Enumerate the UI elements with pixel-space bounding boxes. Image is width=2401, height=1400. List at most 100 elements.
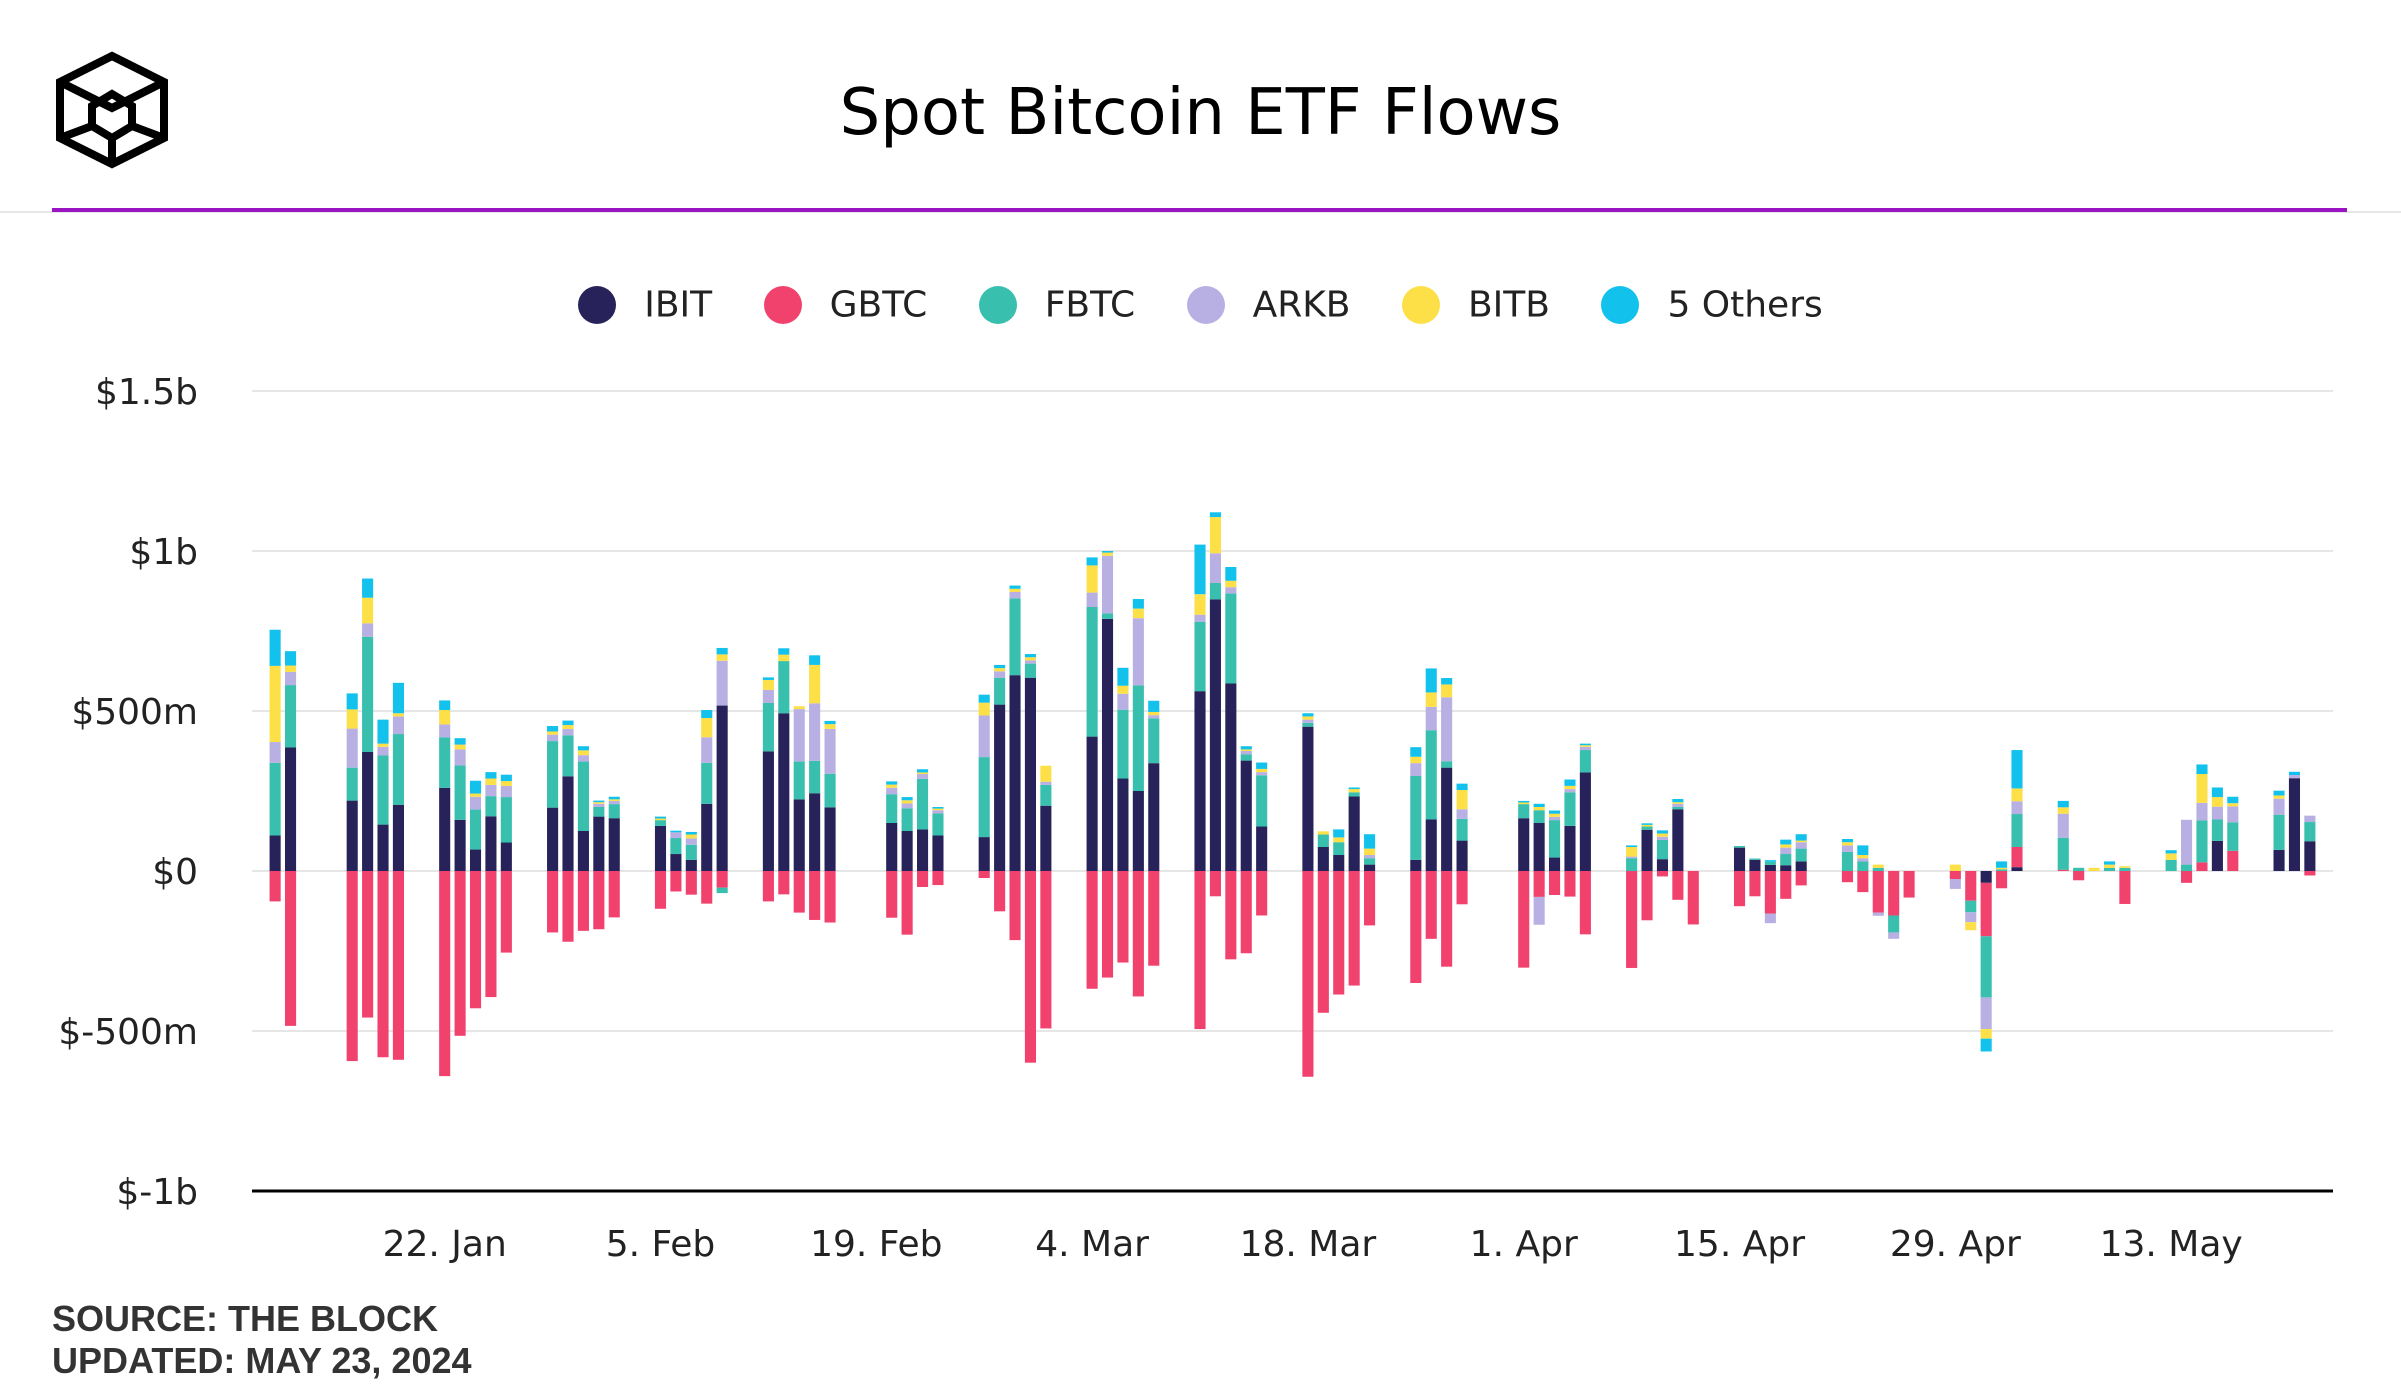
bar-stack[interactable] (485, 772, 497, 998)
bar-segment-bitb[interactable] (1225, 580, 1237, 588)
bar-segment-gbtc[interactable] (654, 871, 667, 909)
bar-stack[interactable] (2227, 796, 2239, 871)
bar-segment-arkb[interactable] (1209, 553, 1221, 583)
bar-segment-bitb[interactable] (1024, 657, 1036, 661)
bar-segment-bitb[interactable] (701, 718, 713, 738)
bar-segment-fbtc[interactable] (1841, 851, 1853, 871)
bar-stack[interactable] (1733, 846, 1746, 907)
bar-stack[interactable] (500, 774, 512, 953)
bar-segment-others[interactable] (654, 816, 667, 819)
bar-segment-arkb[interactable] (1564, 789, 1576, 793)
bar-stack[interactable] (2088, 867, 2100, 871)
bar-segment-others[interactable] (1240, 746, 1252, 750)
bar-segment-arkb[interactable] (716, 660, 728, 706)
bar-segment-gbtc[interactable] (608, 871, 620, 918)
bar-segment-arkb[interactable] (1132, 618, 1144, 686)
bar-segment-bitb[interactable] (593, 802, 605, 804)
bar-segment-gbtc[interactable] (547, 871, 559, 933)
bar-segment-ibit[interactable] (1256, 826, 1268, 871)
bar-segment-others[interactable] (1764, 860, 1776, 862)
bar-segment-others[interactable] (1980, 1038, 1992, 1052)
bar-segment-ibit[interactable] (1209, 599, 1221, 871)
bar-segment-ibit[interactable] (1317, 847, 1329, 871)
bar-segment-gbtc[interactable] (932, 871, 944, 886)
bar-segment-gbtc[interactable] (1194, 871, 1206, 1030)
bar-stack[interactable] (824, 720, 836, 923)
bar-segment-ibit[interactable] (916, 829, 929, 871)
bar-segment-fbtc[interactable] (593, 807, 605, 817)
bar-stack[interactable] (1317, 831, 1329, 1013)
bar-segment-ibit[interactable] (670, 854, 682, 871)
bar-stack[interactable] (1364, 834, 1376, 926)
bar-stack[interactable] (608, 796, 620, 918)
bar-segment-gbtc[interactable] (1888, 871, 1900, 916)
bar-stack[interactable] (1626, 845, 1638, 968)
bar-segment-bitb[interactable] (1795, 840, 1807, 843)
bar-stack[interactable] (1348, 787, 1360, 986)
bar-segment-bitb[interactable] (1857, 855, 1869, 859)
bar-segment-arkb[interactable] (362, 623, 374, 637)
bar-segment-ibit[interactable] (1641, 829, 1653, 871)
bar-segment-bitb[interactable] (2103, 864, 2116, 868)
bar-stack[interactable] (1980, 871, 1992, 1052)
bar-stack[interactable] (1256, 762, 1268, 916)
bar-stack[interactable] (2181, 819, 2193, 883)
bar-segment-bitb[interactable] (346, 709, 358, 729)
bar-segment-arkb[interactable] (1626, 856, 1638, 859)
bar-segment-ibit[interactable] (762, 751, 774, 871)
bar-segment-ibit[interactable] (1518, 818, 1530, 871)
bar-segment-arkb[interactable] (284, 671, 297, 686)
bar-segment-ibit[interactable] (1672, 809, 1684, 871)
bar-segment-fbtc[interactable] (608, 804, 620, 819)
bar-segment-bitb[interactable] (824, 724, 836, 729)
bar-segment-bitb[interactable] (1672, 802, 1684, 804)
bar-segment-bitb[interactable] (778, 654, 790, 662)
bar-segment-arkb[interactable] (1656, 836, 1669, 840)
bar-segment-others[interactable] (809, 655, 821, 665)
bar-segment-others[interactable] (1024, 654, 1036, 658)
bar-segment-fbtc[interactable] (793, 761, 805, 800)
bar-segment-arkb[interactable] (1009, 591, 1021, 599)
bar-segment-arkb[interactable] (1040, 781, 1052, 785)
bar-segment-ibit[interactable] (1101, 618, 1114, 871)
bar-segment-fbtc[interactable] (685, 844, 697, 860)
bar-segment-others[interactable] (1009, 585, 1021, 589)
bar-segment-bitb[interactable] (1148, 711, 1160, 716)
bar-segment-ibit[interactable] (1780, 865, 1792, 871)
bar-stack[interactable] (1780, 839, 1792, 899)
bar-segment-gbtc[interactable] (809, 871, 821, 920)
bar-segment-others[interactable] (994, 664, 1006, 669)
bar-segment-ibit[interactable] (685, 859, 697, 871)
bar-segment-ibit[interactable] (654, 825, 667, 871)
bar-segment-bitb[interactable] (1333, 837, 1345, 843)
bar-segment-ibit[interactable] (824, 807, 836, 871)
bar-segment-gbtc[interactable] (1441, 871, 1453, 967)
bar-segment-arkb[interactable] (577, 755, 589, 762)
bar-segment-fbtc[interactable] (1996, 869, 2008, 871)
bar-stack[interactable] (1564, 779, 1576, 897)
bar-segment-fbtc[interactable] (1733, 846, 1746, 848)
bar-stack[interactable] (2073, 867, 2085, 881)
bar-stack[interactable] (1764, 860, 1776, 924)
bar-segment-ibit[interactable] (269, 835, 281, 871)
bar-segment-others[interactable] (1209, 512, 1221, 518)
bar-segment-bitb[interactable] (1101, 552, 1114, 556)
bar-segment-others[interactable] (824, 720, 836, 725)
legend-item-fbtc[interactable]: FBTC (978, 283, 1135, 325)
bar-segment-ibit[interactable] (1441, 767, 1453, 871)
bar-segment-others[interactable] (1672, 799, 1684, 803)
bar-segment-fbtc[interactable] (1132, 685, 1144, 791)
bar-segment-bitb[interactable] (716, 654, 728, 661)
bar-segment-gbtc[interactable] (454, 871, 466, 1036)
bar-segment-others[interactable] (1086, 557, 1098, 566)
bar-segment-gbtc[interactable] (1225, 871, 1237, 960)
bar-segment-gbtc[interactable] (1579, 871, 1591, 935)
bar-segment-arkb[interactable] (377, 746, 389, 756)
bar-stack[interactable] (346, 693, 358, 1062)
bar-segment-arkb[interactable] (2211, 806, 2223, 820)
bar-segment-gbtc[interactable] (1533, 871, 1545, 897)
bar-segment-arkb[interactable] (1101, 555, 1114, 614)
bar-segment-ibit[interactable] (1764, 864, 1776, 871)
bar-segment-fbtc[interactable] (701, 762, 713, 804)
bar-segment-bitb[interactable] (1086, 565, 1098, 593)
